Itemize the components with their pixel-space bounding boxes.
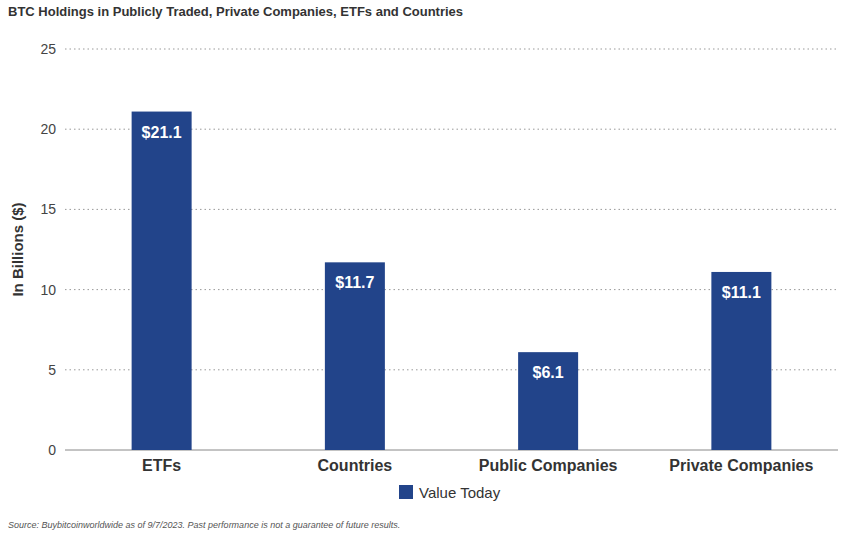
bar	[711, 272, 771, 450]
y-tick-label: 20	[40, 121, 56, 137]
data-label: $11.1	[722, 284, 761, 301]
data-labels: $21.1 $11.7 $6.1 $11.1	[142, 124, 761, 382]
x-tick-label: Countries	[318, 457, 393, 474]
x-tick-label: Public Companies	[479, 457, 618, 474]
legend: Value Today	[399, 484, 501, 501]
chart: BTC Holdings in Publicly Traded, Private…	[0, 0, 850, 543]
y-axis-label: In Billions ($)	[9, 202, 26, 296]
bar	[518, 352, 578, 450]
data-label: $6.1	[533, 364, 564, 381]
data-label: $21.1	[142, 124, 182, 141]
legend-swatch	[399, 485, 413, 499]
y-tick-label: 0	[48, 442, 56, 458]
grid	[65, 49, 838, 450]
annotation: Source: Buybitcoinworldwide as of 9/7/20…	[8, 520, 400, 530]
x-tick-label: Private Companies	[669, 457, 813, 474]
legend-label: Value Today	[419, 484, 501, 501]
y-tick-label: 15	[40, 201, 56, 217]
y-tick-label: 5	[48, 362, 56, 378]
data-label: $11.7	[335, 274, 374, 291]
bars	[132, 112, 772, 450]
title: BTC Holdings in Publicly Traded, Private…	[8, 4, 463, 19]
y-tick-label: 25	[40, 41, 56, 57]
bar	[132, 112, 192, 450]
y-tick-label: 10	[40, 282, 56, 298]
x-tick-label: ETFs	[142, 457, 181, 474]
grid-line	[65, 49, 838, 50]
bar	[325, 262, 385, 450]
